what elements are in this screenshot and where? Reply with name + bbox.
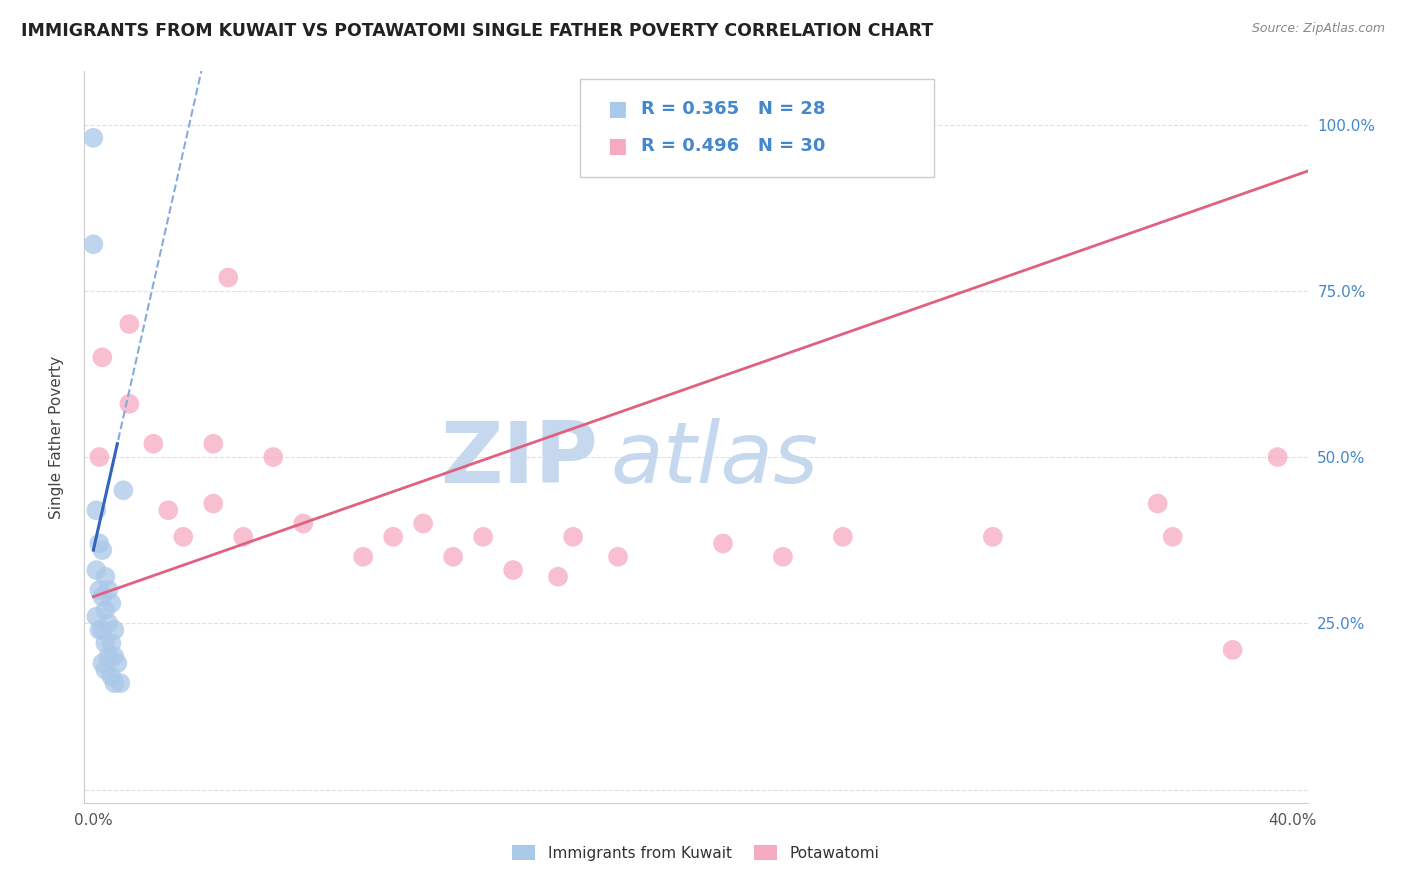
Point xyxy=(89,582,111,597)
Point xyxy=(100,669,122,683)
Point xyxy=(772,549,794,564)
Point xyxy=(110,676,132,690)
Point xyxy=(157,503,180,517)
Point xyxy=(91,590,114,604)
Point xyxy=(86,609,108,624)
Text: atlas: atlas xyxy=(610,417,818,500)
Legend: Immigrants from Kuwait, Potawatomi: Immigrants from Kuwait, Potawatomi xyxy=(505,837,887,868)
Point xyxy=(547,570,569,584)
Point xyxy=(202,497,225,511)
Point xyxy=(118,317,141,331)
Point xyxy=(472,530,495,544)
Point xyxy=(831,530,853,544)
Point xyxy=(86,563,108,577)
Point xyxy=(94,663,117,677)
Point xyxy=(89,623,111,637)
Point xyxy=(112,483,135,498)
Point xyxy=(94,570,117,584)
Point xyxy=(97,649,120,664)
Point xyxy=(82,131,104,145)
Point xyxy=(97,616,120,631)
Text: ZIP: ZIP xyxy=(440,417,598,500)
Text: R = 0.496   N = 30: R = 0.496 N = 30 xyxy=(641,137,825,155)
Point xyxy=(262,450,284,464)
Point xyxy=(412,516,434,531)
Point xyxy=(91,623,114,637)
Point xyxy=(94,603,117,617)
Point xyxy=(105,656,128,670)
Text: Source: ZipAtlas.com: Source: ZipAtlas.com xyxy=(1251,22,1385,36)
Y-axis label: Single Father Poverty: Single Father Poverty xyxy=(49,356,63,518)
Point xyxy=(142,436,165,450)
Point xyxy=(94,636,117,650)
Point xyxy=(1267,450,1289,464)
Point xyxy=(82,237,104,252)
Point xyxy=(232,530,254,544)
Point xyxy=(711,536,734,550)
Point xyxy=(118,397,141,411)
Point xyxy=(91,656,114,670)
Point xyxy=(91,351,114,365)
Point xyxy=(502,563,524,577)
Point xyxy=(100,636,122,650)
Text: R = 0.365   N = 28: R = 0.365 N = 28 xyxy=(641,101,825,119)
Point xyxy=(97,582,120,597)
Point xyxy=(1161,530,1184,544)
Point xyxy=(217,270,239,285)
Point xyxy=(981,530,1004,544)
Point xyxy=(91,543,114,558)
Point xyxy=(607,549,630,564)
Point xyxy=(292,516,315,531)
Point xyxy=(103,649,125,664)
Point xyxy=(562,530,585,544)
Point xyxy=(89,450,111,464)
Point xyxy=(441,549,464,564)
FancyBboxPatch shape xyxy=(579,78,935,178)
Text: ■: ■ xyxy=(606,136,627,156)
Text: ■: ■ xyxy=(606,99,627,120)
Point xyxy=(86,503,108,517)
Point xyxy=(172,530,194,544)
Point xyxy=(1222,643,1244,657)
Point xyxy=(103,623,125,637)
Point xyxy=(382,530,405,544)
Point xyxy=(103,676,125,690)
Point xyxy=(1146,497,1168,511)
Point xyxy=(202,436,225,450)
Point xyxy=(89,536,111,550)
Point xyxy=(100,596,122,610)
Text: IMMIGRANTS FROM KUWAIT VS POTAWATOMI SINGLE FATHER POVERTY CORRELATION CHART: IMMIGRANTS FROM KUWAIT VS POTAWATOMI SIN… xyxy=(21,22,934,40)
Point xyxy=(352,549,374,564)
